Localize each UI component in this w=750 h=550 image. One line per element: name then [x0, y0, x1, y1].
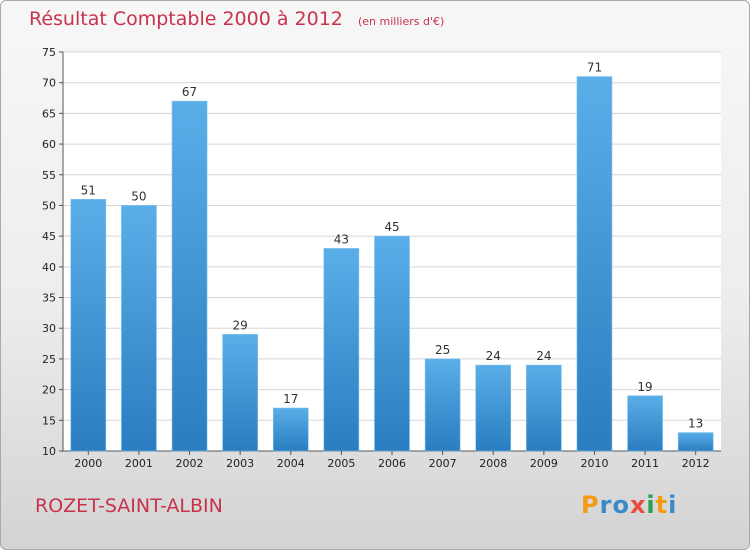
data-label: 24 — [536, 349, 551, 363]
y-tick-label: 60 — [42, 138, 56, 151]
data-label: 24 — [486, 349, 501, 363]
y-tick-label: 45 — [42, 230, 56, 243]
bar — [424, 358, 461, 452]
chart-subtitle: (en milliers d'€) — [357, 15, 445, 28]
bar — [171, 100, 208, 452]
x-tick-label: 2010 — [580, 457, 608, 470]
x-tick-label: 2012 — [682, 457, 710, 470]
y-tick-label: 20 — [42, 384, 56, 397]
x-tick-label: 2006 — [378, 457, 406, 470]
proxiti-logo: Proxiti — [581, 491, 678, 519]
bar — [475, 364, 512, 452]
x-tick-label: 2005 — [327, 457, 355, 470]
data-label: 25 — [435, 343, 450, 357]
data-label: 17 — [283, 392, 298, 406]
x-tick-label: 2003 — [226, 457, 254, 470]
x-tick-label: 2001 — [125, 457, 153, 470]
x-tick-label: 2002 — [176, 457, 204, 470]
bar — [323, 248, 360, 452]
x-tick-label: 2011 — [631, 457, 659, 470]
y-tick-label: 25 — [42, 353, 56, 366]
data-label: 71 — [587, 61, 602, 75]
y-tick-label: 65 — [42, 107, 56, 120]
y-tick-label: 55 — [42, 169, 56, 182]
y-tick-label: 15 — [42, 414, 56, 427]
y-tick-label: 70 — [42, 77, 56, 90]
data-label: 43 — [334, 232, 349, 246]
bar — [121, 205, 157, 452]
x-tick-label: 2007 — [429, 457, 457, 470]
bar — [677, 432, 714, 452]
chart-title: Résultat Comptable 2000 à 2012 — [29, 8, 343, 30]
data-label: 67 — [182, 85, 197, 99]
data-label: 29 — [233, 318, 248, 332]
bar — [222, 334, 258, 452]
data-label: 50 — [131, 189, 146, 203]
bar — [272, 407, 309, 452]
x-tick-label: 2000 — [74, 457, 102, 470]
y-tick-label: 75 — [42, 46, 56, 59]
x-tick-label: 2008 — [479, 457, 507, 470]
x-tick-label: 2004 — [277, 457, 305, 470]
data-label: 45 — [384, 220, 399, 234]
y-tick-label: 50 — [42, 199, 56, 212]
y-tick-label: 30 — [42, 322, 56, 335]
commune-name: ROZET-SAINT-ALBIN — [35, 495, 223, 517]
bar — [374, 235, 410, 452]
y-tick-label: 35 — [42, 292, 56, 305]
bar — [627, 395, 663, 452]
y-tick-label: 40 — [42, 261, 56, 274]
x-tick-label: 2009 — [530, 457, 558, 470]
data-label: 13 — [688, 417, 703, 431]
y-tick-label: 10 — [42, 445, 56, 458]
chart-title-block: Résultat Comptable 2000 à 2012 (en milli… — [29, 8, 444, 30]
bar — [526, 364, 562, 452]
bar — [576, 76, 613, 452]
data-label: 51 — [81, 183, 96, 197]
bar — [70, 199, 107, 452]
data-label: 19 — [637, 380, 652, 394]
